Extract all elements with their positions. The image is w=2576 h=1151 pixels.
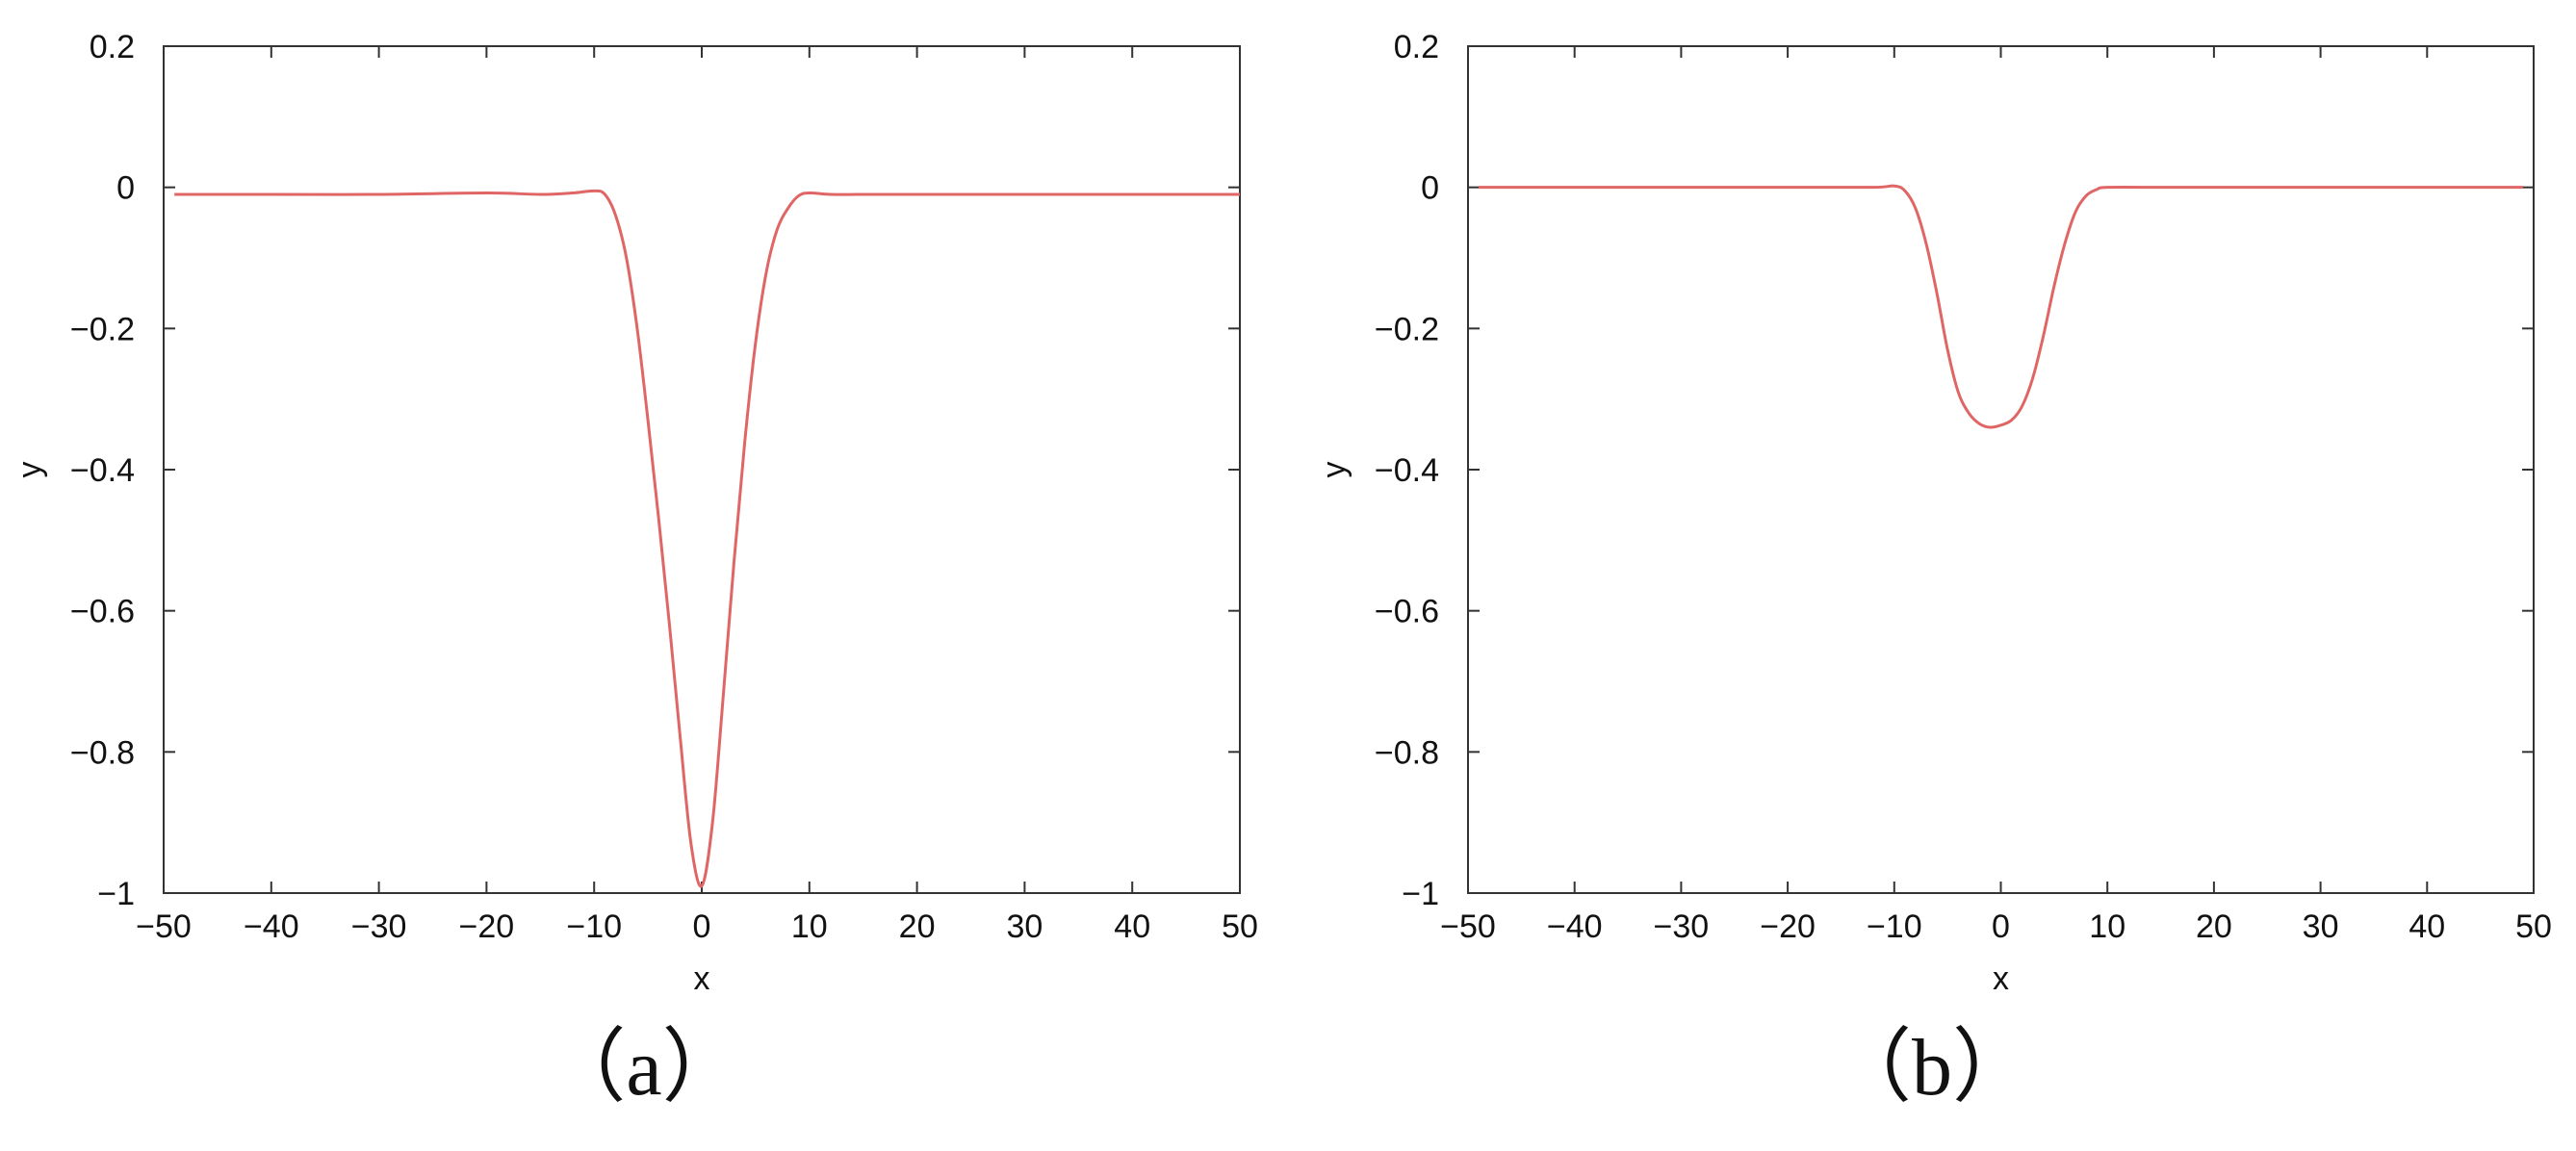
plot-area-a: −50 −40 −30 −20 −10 0 10 20 30 40 50 0.2 0 −0.2 −0.4 −0… <box>12 29 1258 997</box>
y-tick-label: 0 <box>116 170 135 207</box>
panel-caption-a: （a） <box>545 1023 743 1113</box>
x-tick-label: −20 <box>459 908 515 945</box>
x-tick-label: −30 <box>351 908 407 945</box>
x-tick-label: 20 <box>2196 908 2232 945</box>
x-tick-label: −50 <box>1440 908 1496 945</box>
chart-panel-b: −50 −40 −30 −20 −10 0 10 20 30 40 50 0.2 0 −0.2 −0.4 −0… <box>1288 0 2576 1151</box>
x-tick-label: 10 <box>2089 908 2125 945</box>
x-tick-label: −40 <box>1547 908 1603 945</box>
plot-area-b: −50 −40 −30 −20 −10 0 10 20 30 40 50 0.2 0 −0.2 −0.4 −0… <box>1316 29 2552 997</box>
plot-frame <box>1467 45 2535 894</box>
x-tick-label: −30 <box>1654 908 1710 945</box>
x-tick-label: −10 <box>1867 908 1922 945</box>
x-tick-label: 10 <box>791 908 828 945</box>
panel-caption-b: （b） <box>1830 1023 2033 1113</box>
x-tick-label: 30 <box>2303 908 2339 945</box>
x-tick-label: −50 <box>136 908 192 945</box>
y-axis-label: y <box>1316 462 1352 478</box>
y-tick-label: −1 <box>1402 876 1439 912</box>
x-tick-label: 40 <box>1114 908 1150 945</box>
y-tick-label: −0.6 <box>1375 594 1439 630</box>
y-tick-label: 0 <box>1421 170 1439 207</box>
x-tick-label: 50 <box>2515 908 2552 945</box>
x-tick-label: 20 <box>899 908 936 945</box>
plot-frame <box>163 45 1241 894</box>
series-line-0 <box>1479 184 2523 429</box>
x-tick-label: 0 <box>1992 908 2010 945</box>
y-tick-label: −0.8 <box>70 734 135 771</box>
y-tick-label: −0.6 <box>70 594 135 630</box>
series-line-0 <box>174 189 1240 888</box>
y-tick-label: 0.2 <box>1394 29 1439 65</box>
y-tick-label: −0.8 <box>1375 734 1439 771</box>
x-tick-label: −10 <box>566 908 622 945</box>
x-tick-label: 50 <box>1222 908 1258 945</box>
x-tick-label: 0 <box>693 908 711 945</box>
x-tick-label: 30 <box>1006 908 1043 945</box>
x-tick-label: 40 <box>2409 908 2445 945</box>
x-tick-label: −20 <box>1760 908 1816 945</box>
y-tick-label: −0.2 <box>1375 311 1439 347</box>
x-axis-label: x <box>1993 960 2009 997</box>
y-tick-label: −0.4 <box>1375 452 1439 489</box>
y-tick-label: −0.2 <box>70 311 135 347</box>
y-tick-label: 0.2 <box>90 29 135 65</box>
y-axis-label: y <box>12 462 48 478</box>
y-tick-label: −0.4 <box>70 452 135 489</box>
y-tick-label: −1 <box>97 876 135 912</box>
x-tick-label: −40 <box>244 908 299 945</box>
chart-panel-a: −50 −40 −30 −20 −10 0 10 20 30 40 50 0.2 0 −0.2 −0.4 −0… <box>12 29 1258 1113</box>
x-axis-label: x <box>694 960 710 997</box>
